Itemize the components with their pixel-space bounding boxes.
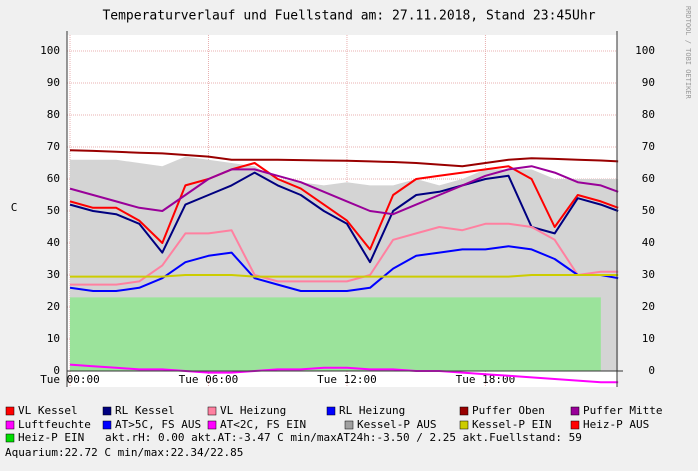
y2-tick-label: 30 <box>642 268 655 281</box>
legend-label: Luftfeuchte <box>18 418 91 431</box>
legend-label: VL Heizung <box>220 404 286 417</box>
y2-tick-label: 40 <box>642 236 655 249</box>
y-tick-label: 30 <box>47 268 60 281</box>
y2-tick-label: 0 <box>648 364 655 377</box>
y-tick-label: 10 <box>47 332 60 345</box>
area <box>70 297 601 371</box>
y-tick-label: 80 <box>47 108 60 121</box>
y2-tick-label: 50 <box>642 204 655 217</box>
legend-label: AT<2C, FS EIN <box>220 418 306 431</box>
y2-tick-label: 10 <box>642 332 655 345</box>
legend-label: Heiz-P EIN <box>18 431 84 444</box>
line <box>69 162 619 251</box>
aquarium-line: Aquarium:22.72 C min/max:22.34/22.85 <box>5 446 243 459</box>
legend-swatch <box>102 420 112 430</box>
line <box>70 274 619 278</box>
legend-swatch <box>326 406 336 416</box>
legend-swatch <box>207 420 217 430</box>
legend-label: VL Kessel <box>18 404 78 417</box>
x-tick-label: Tue 12:00 <box>317 373 377 386</box>
y-tick-label: 0 <box>53 364 60 377</box>
y2-tick-label: 70 <box>642 140 655 153</box>
x-tick-label: Tue 06:00 <box>179 373 239 386</box>
y-tick-label: 70 <box>47 140 60 153</box>
legend-label: Puffer Oben <box>472 404 545 417</box>
info-line: akt.rH: 0.00 akt.AT:-3.47 C min/maxAT24h… <box>105 431 582 444</box>
y-tick-label: 90 <box>47 76 60 89</box>
legend-swatch <box>570 420 580 430</box>
y-tick-label: 50 <box>47 204 60 217</box>
legend-swatch <box>570 406 580 416</box>
y2-tick-label: 20 <box>642 300 655 313</box>
chart-title: Temperaturverlauf und Fuellstand am: 27.… <box>102 9 595 24</box>
legend-label: RL Heizung <box>339 404 405 417</box>
legend-label: Puffer Mitte <box>583 404 662 417</box>
legend-swatch <box>207 406 217 416</box>
watermark: RRDTOOL / TOBI OETIKER <box>684 6 692 100</box>
y2-tick-label: 60 <box>642 172 655 185</box>
y-axis-label: C <box>11 201 18 214</box>
line <box>69 149 619 168</box>
legend-swatch <box>459 420 469 430</box>
legend-label: Heiz-P AUS <box>583 418 649 431</box>
y-tick-label: 100 <box>40 44 60 57</box>
legend-swatch <box>5 406 15 416</box>
y2-tick-label: 100 <box>635 44 655 57</box>
legend-swatch <box>5 433 15 443</box>
legend-swatch <box>459 406 469 416</box>
line <box>69 363 619 384</box>
legend-swatch <box>5 420 15 430</box>
y-tick-label: 20 <box>47 300 60 313</box>
legend-swatch <box>102 406 112 416</box>
line <box>69 165 619 216</box>
y2-tick-label: 90 <box>642 76 655 89</box>
y-tick-label: 40 <box>47 236 60 249</box>
legend-label: Kessel-P EIN <box>472 418 551 431</box>
y-tick-label: 60 <box>47 172 60 185</box>
line <box>70 222 619 286</box>
legend-swatch <box>344 420 354 430</box>
line <box>69 245 619 292</box>
x-tick-label: Tue 18:00 <box>456 373 516 386</box>
x-tick-label: Tue 00:00 <box>40 373 100 386</box>
legend-label: Kessel-P AUS <box>357 418 436 431</box>
legend-label: AT>5C, FS AUS <box>115 418 201 431</box>
legend-label: RL Kessel <box>115 404 175 417</box>
y2-tick-label: 80 <box>642 108 655 121</box>
